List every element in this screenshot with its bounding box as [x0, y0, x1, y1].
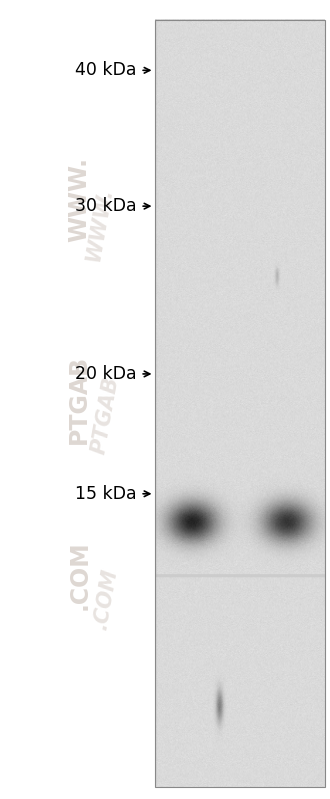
- Text: PTGAB: PTGAB: [67, 355, 91, 444]
- Text: 15 kDa: 15 kDa: [75, 485, 137, 503]
- Text: WWW.: WWW.: [67, 157, 91, 242]
- Text: PTGAB: PTGAB: [89, 375, 122, 456]
- Text: 40 kDa: 40 kDa: [76, 62, 137, 79]
- Text: 20 kDa: 20 kDa: [75, 365, 137, 383]
- Text: .COM: .COM: [67, 540, 91, 610]
- Text: WWW.: WWW.: [82, 185, 116, 262]
- Text: .COM: .COM: [90, 567, 121, 631]
- Bar: [155, 20, 325, 787]
- Text: 30 kDa: 30 kDa: [75, 197, 137, 215]
